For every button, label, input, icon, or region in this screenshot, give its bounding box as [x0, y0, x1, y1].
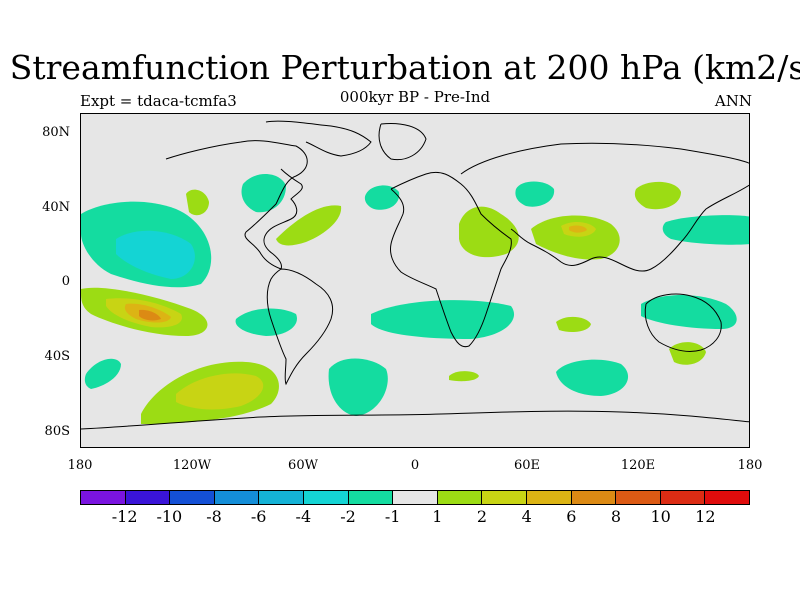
contour-region	[669, 342, 706, 365]
contour-region	[515, 181, 555, 207]
contour-region	[634, 181, 681, 210]
colorbar-segment	[393, 491, 438, 504]
streamfunction-map	[81, 120, 749, 430]
colorbar-label: -2	[340, 507, 356, 526]
experiment-label: Expt = tdaca-tcmfa3	[80, 92, 237, 110]
contour-region	[241, 174, 286, 213]
lat-label-80s: 80S	[44, 424, 70, 439]
season-label: ANN	[714, 92, 752, 110]
contour-region	[364, 185, 400, 210]
lon-label-60e: 60E	[513, 458, 541, 473]
map-panel	[80, 113, 750, 448]
colorbar-label: 10	[650, 507, 671, 526]
lat-label-40n: 40N	[42, 200, 70, 215]
contour-region	[449, 371, 479, 382]
colorbar-segment	[705, 491, 749, 504]
lat-label-0: 0	[61, 274, 70, 289]
contour-region	[569, 225, 587, 233]
colorbar-segment	[125, 491, 171, 504]
colorbar-segment	[482, 491, 527, 504]
contour-region	[556, 359, 629, 396]
colorbar-label: -10	[156, 507, 183, 526]
colorbar-label: 8	[610, 507, 622, 526]
colorbar-segment	[437, 491, 483, 504]
contour-region	[371, 300, 515, 339]
period-label: 000kyr BP - Pre-Ind	[339, 88, 491, 106]
lon-label-180w: 180	[67, 458, 93, 473]
contour-region	[186, 189, 209, 216]
plot-title: Streamfunction Perturbation at 200 hPa (…	[9, 48, 800, 87]
contour-region	[662, 215, 749, 245]
colorbar-segment	[214, 491, 260, 504]
lon-label-120e: 120E	[620, 458, 656, 473]
colorbar-segment	[348, 491, 394, 504]
colorbar-label: 1	[432, 507, 443, 526]
lat-label-80n: 80N	[42, 125, 70, 140]
colorbar-label: -1	[384, 507, 401, 526]
contour-region	[276, 205, 342, 246]
contour-region	[328, 358, 388, 416]
colorbar-segment	[259, 491, 304, 504]
colorbar-label: 12	[695, 507, 716, 526]
contour-fills	[81, 174, 749, 424]
lon-label-0: 0	[410, 458, 420, 473]
contour-region	[84, 358, 121, 389]
contour-region	[556, 316, 591, 332]
colorbar	[80, 490, 750, 505]
lon-label-180e: 180	[737, 458, 763, 473]
colorbar-label: -6	[250, 507, 267, 526]
colorbar-label: -8	[206, 507, 222, 526]
colorbar-segment	[303, 491, 349, 504]
contour-region	[116, 230, 195, 279]
coastlines	[81, 120, 749, 430]
lon-label-120w: 120W	[172, 458, 212, 473]
lat-label-40s: 40S	[44, 349, 70, 364]
colorbar-segment	[170, 491, 215, 504]
contour-region	[235, 308, 297, 336]
contour-region	[459, 206, 519, 258]
contour-region	[641, 295, 737, 329]
colorbar-label: -4	[295, 507, 312, 526]
colorbar-segment	[81, 491, 126, 504]
colorbar-segment	[526, 491, 572, 504]
colorbar-label: 4	[521, 507, 532, 526]
contour-region	[139, 309, 161, 321]
colorbar-segment	[571, 491, 617, 504]
colorbar-segment	[660, 491, 706, 504]
colorbar-label: -12	[111, 507, 138, 526]
contour-region	[531, 215, 620, 260]
colorbar-label: 2	[476, 507, 488, 526]
colorbar-label: 6	[566, 507, 577, 526]
contour-region	[176, 373, 264, 410]
lon-label-60w: 60W	[288, 458, 318, 473]
colorbar-segment	[616, 491, 661, 504]
